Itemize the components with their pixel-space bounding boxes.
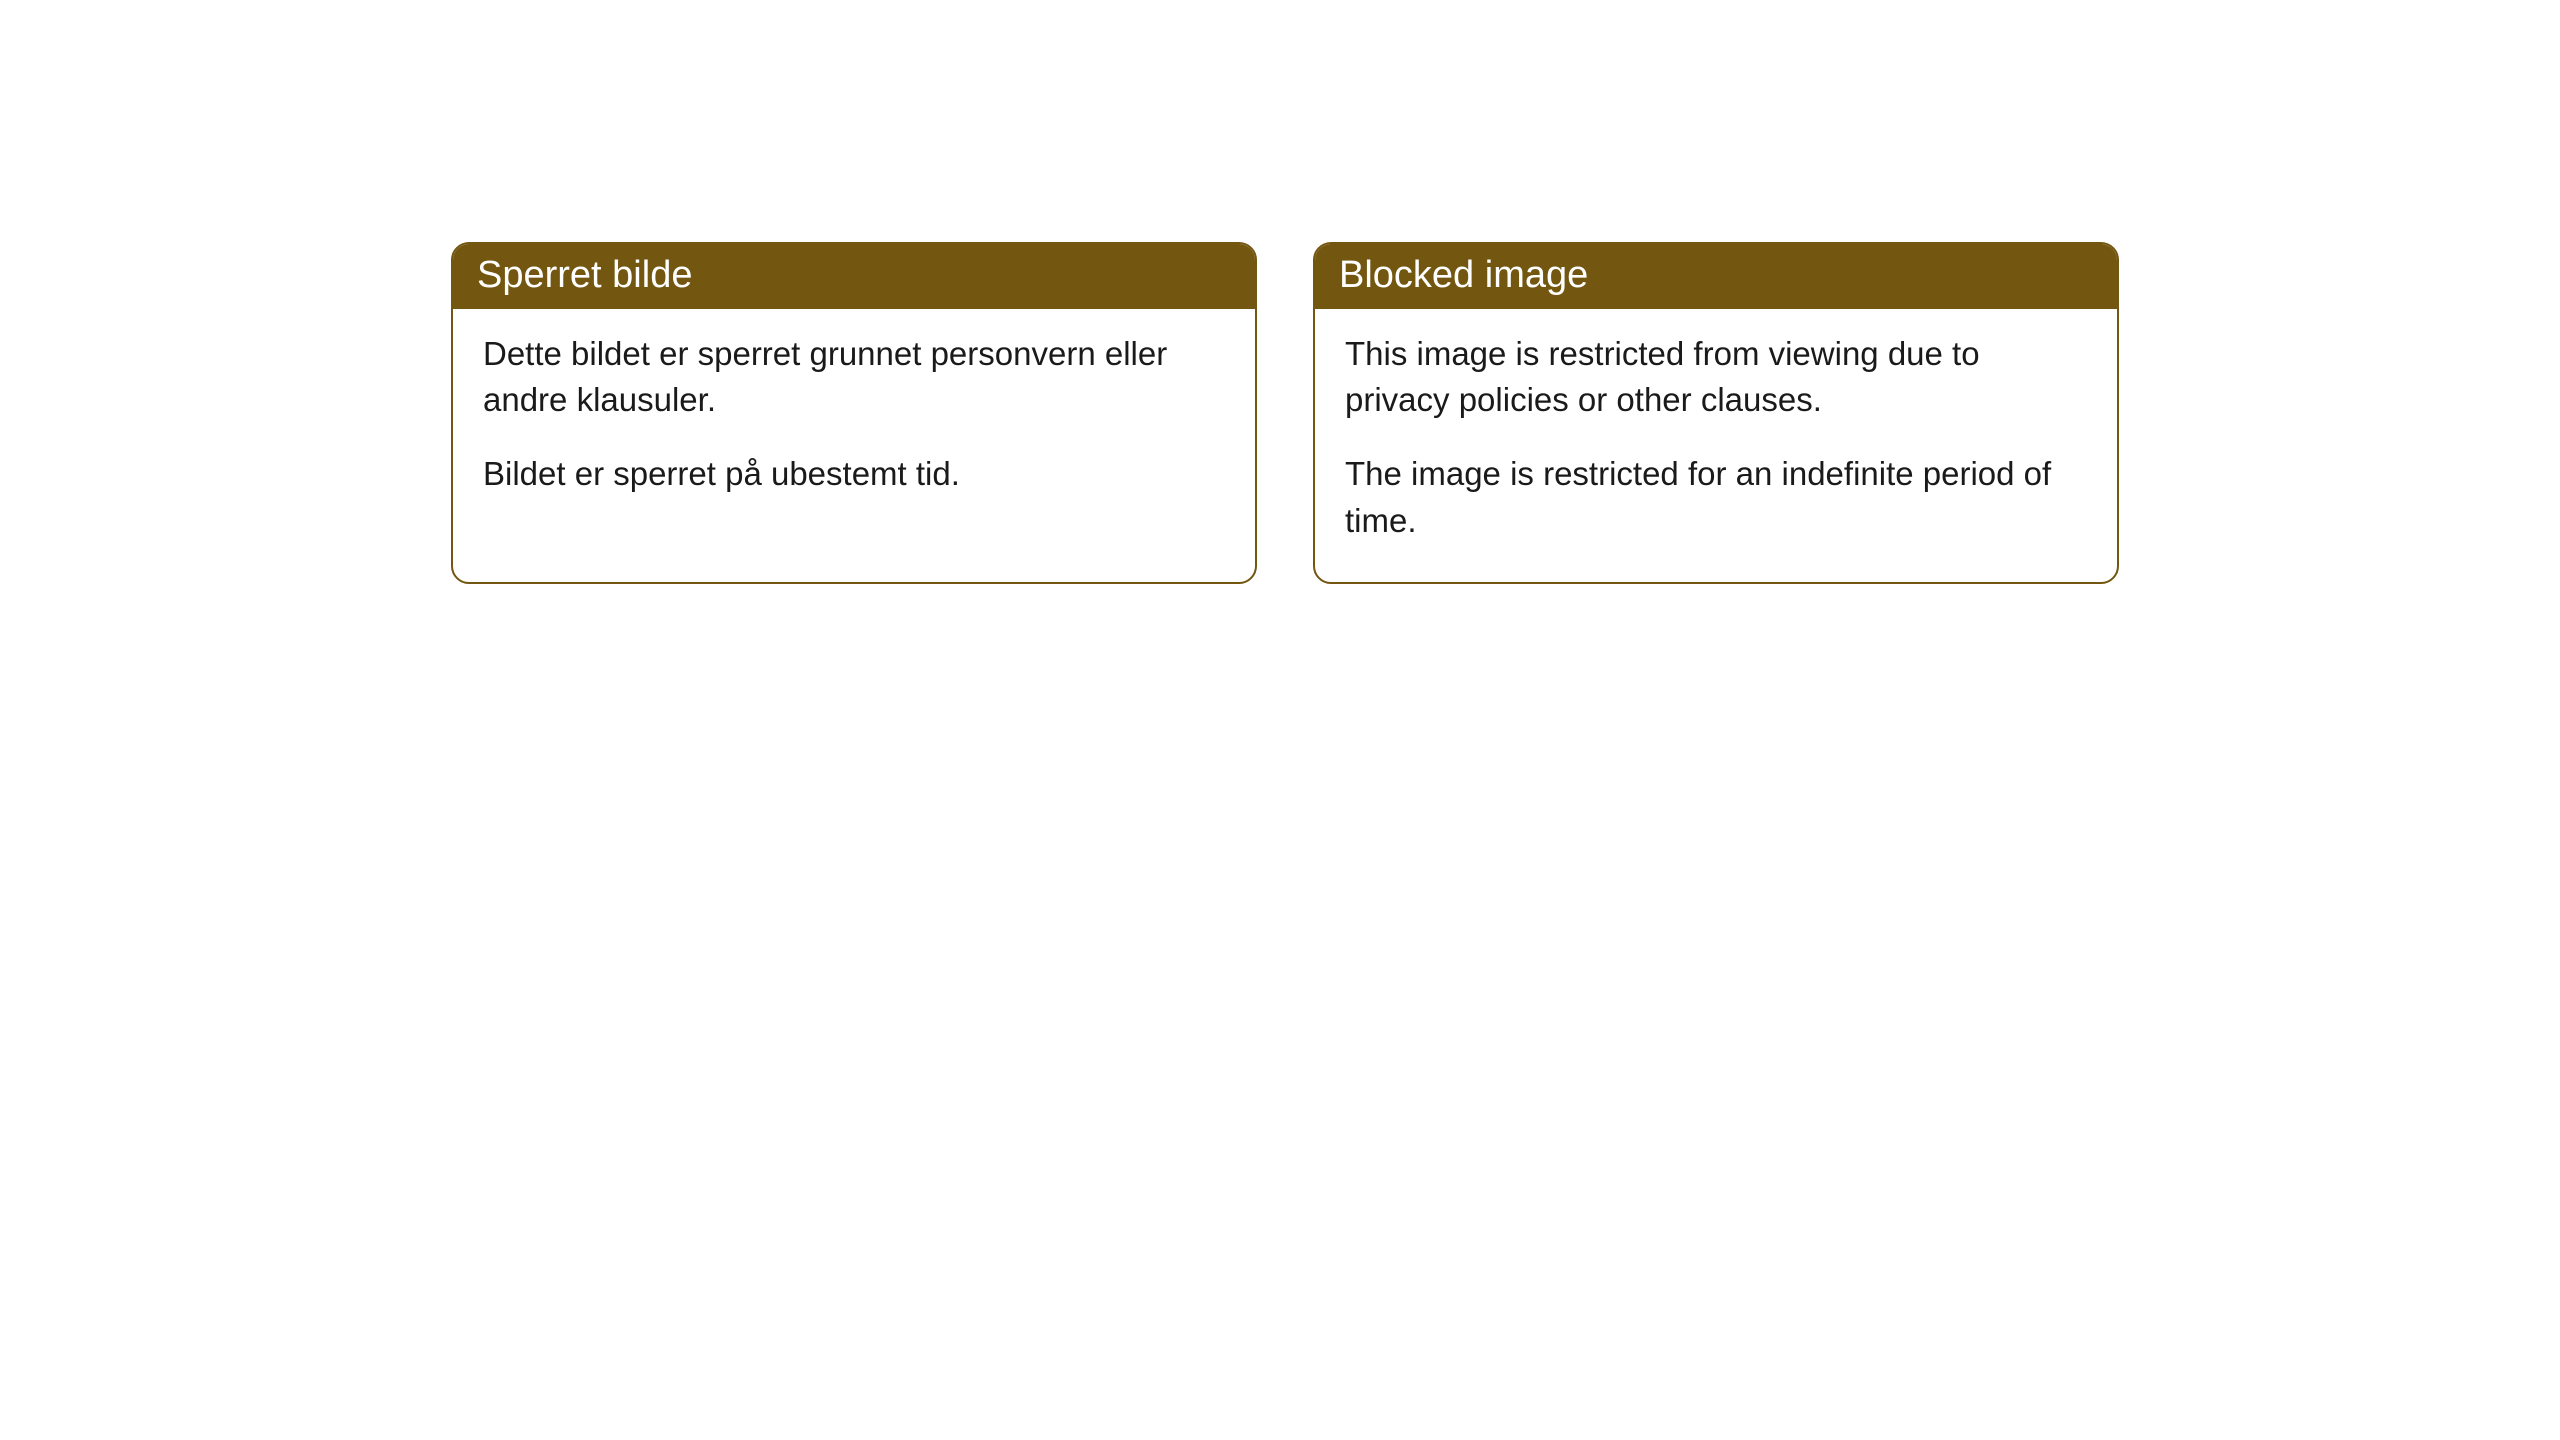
card-title-norwegian: Sperret bilde bbox=[477, 254, 692, 296]
card-title-english: Blocked image bbox=[1339, 254, 1588, 296]
notice-cards-container: Sperret bilde Dette bildet er sperret gr… bbox=[0, 0, 2560, 584]
blocked-image-card-english: Blocked image This image is restricted f… bbox=[1313, 242, 2119, 584]
blocked-image-card-norwegian: Sperret bilde Dette bildet er sperret gr… bbox=[451, 242, 1257, 584]
card-text-english-2: The image is restricted for an indefinit… bbox=[1345, 451, 2087, 543]
card-text-norwegian-1: Dette bildet er sperret grunnet personve… bbox=[483, 331, 1225, 423]
card-body-english: This image is restricted from viewing du… bbox=[1315, 309, 2117, 582]
card-header-english: Blocked image bbox=[1315, 244, 2117, 309]
card-text-norwegian-2: Bildet er sperret på ubestemt tid. bbox=[483, 451, 1225, 497]
card-body-norwegian: Dette bildet er sperret grunnet personve… bbox=[453, 309, 1255, 536]
card-text-english-1: This image is restricted from viewing du… bbox=[1345, 331, 2087, 423]
card-header-norwegian: Sperret bilde bbox=[453, 244, 1255, 309]
